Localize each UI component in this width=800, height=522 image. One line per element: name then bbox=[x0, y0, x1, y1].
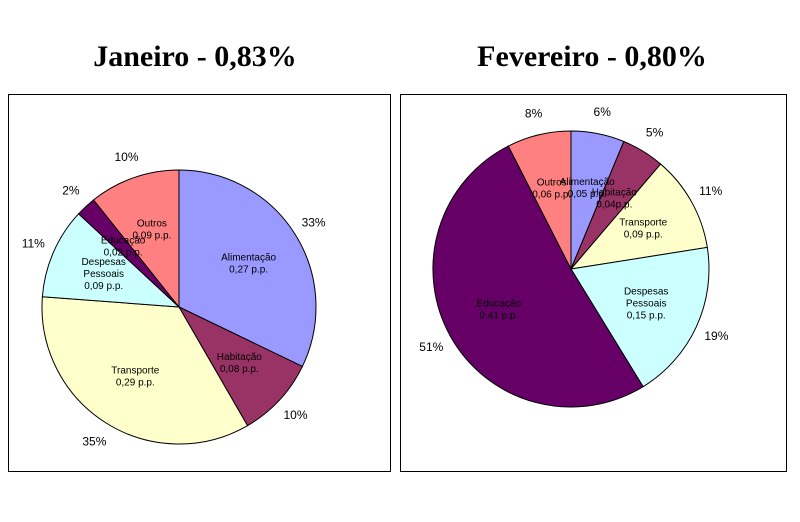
slice-percent-fevereiro-educacao: 51% bbox=[419, 340, 443, 354]
pie-slice-fevereiro-despesas-pessoais bbox=[570, 246, 710, 388]
slice-percent-fevereiro-alimentacao: 6% bbox=[594, 105, 612, 119]
slice-label-fevereiro-educacao: Educação 0,41 p.p. bbox=[477, 299, 522, 322]
slice-percent-janeiro-despesas-pessoais: 11% bbox=[22, 236, 45, 250]
slice-label-fevereiro-outros: Outros 0,06 p.p. bbox=[532, 178, 571, 201]
slice-percent-janeiro-alimentacao: 33% bbox=[302, 215, 326, 229]
pie-slice-janeiro-alimentacao bbox=[178, 169, 317, 368]
slice-percent-fevereiro-outros: 8% bbox=[525, 106, 543, 120]
slice-percent-janeiro-outros: 10% bbox=[114, 150, 138, 164]
pie-chart-fevereiro: Alimentação 0,05 p.p. 6% Habitação 0,04p.p. 5… bbox=[400, 94, 787, 472]
slice-percent-janeiro-educacao: 2% bbox=[62, 184, 80, 198]
pie-slice-janeiro-despesas-pessoais bbox=[41, 213, 181, 308]
slice-percent-janeiro-habitacao: 10% bbox=[283, 408, 307, 422]
slice-label-janeiro-habitacao: Habitação 0,08 p.p. bbox=[217, 352, 262, 375]
pie-slice-janeiro-outros bbox=[92, 169, 180, 309]
pie-slice-fevereiro-educacao bbox=[432, 145, 644, 408]
chart-title-fevereiro: Fevereiro - 0,80% bbox=[477, 40, 707, 73]
chart-title-janeiro: Janeiro - 0,83% bbox=[93, 40, 297, 73]
pie-chart-janeiro: Alimentação 0,27 p.p. 33% Habitação 0,08 p.p… bbox=[8, 94, 391, 472]
pie-janeiro-svg: Alimentação 0,27 p.p. 33% Habitação 0,08 p.p… bbox=[22, 150, 326, 449]
pie-slice-fevereiro-outros bbox=[507, 130, 572, 270]
slice-label-janeiro-educacao: Educação 0,02 p.p. bbox=[101, 236, 146, 259]
slice-percent-fevereiro-transporte: 11% bbox=[699, 184, 722, 198]
pie-fevereiro-svg: Alimentação 0,05 p.p. 6% Habitação 0,04p.p. 5… bbox=[419, 105, 729, 408]
pie-slice-janeiro-transporte bbox=[41, 296, 249, 445]
slice-label-fevereiro-despesas-pessoais: Despesas Pessoais 0,15 p.p. bbox=[624, 287, 668, 322]
slice-percent-fevereiro-despesas-pessoais: 19% bbox=[704, 329, 728, 343]
slice-label-janeiro-transporte: Transporte 0,29 p.p. bbox=[111, 366, 159, 389]
slice-label-fevereiro-transporte: Transporte 0,09 p.p. bbox=[619, 218, 667, 241]
slice-label-janeiro-outros: Outros 0,09 p.p. bbox=[132, 218, 171, 241]
slice-label-janeiro-despesas-pessoais: Despesas Pessoais 0,09 p.p. bbox=[81, 257, 125, 292]
slice-label-fevereiro-alimentacao: Alimentação 0,05 p.p. bbox=[560, 177, 615, 200]
pie-slice-janeiro-habitacao bbox=[177, 305, 304, 427]
slice-label-janeiro-alimentacao: Alimentação 0,27 p.p. bbox=[221, 252, 276, 275]
pie-slice-fevereiro-transporte bbox=[569, 163, 708, 270]
slice-percent-janeiro-transporte: 35% bbox=[82, 435, 106, 449]
slice-percent-fevereiro-habitacao: 5% bbox=[646, 126, 664, 140]
slice-label-fevereiro-habitacao: Habitação 0,04p.p. bbox=[592, 187, 637, 210]
